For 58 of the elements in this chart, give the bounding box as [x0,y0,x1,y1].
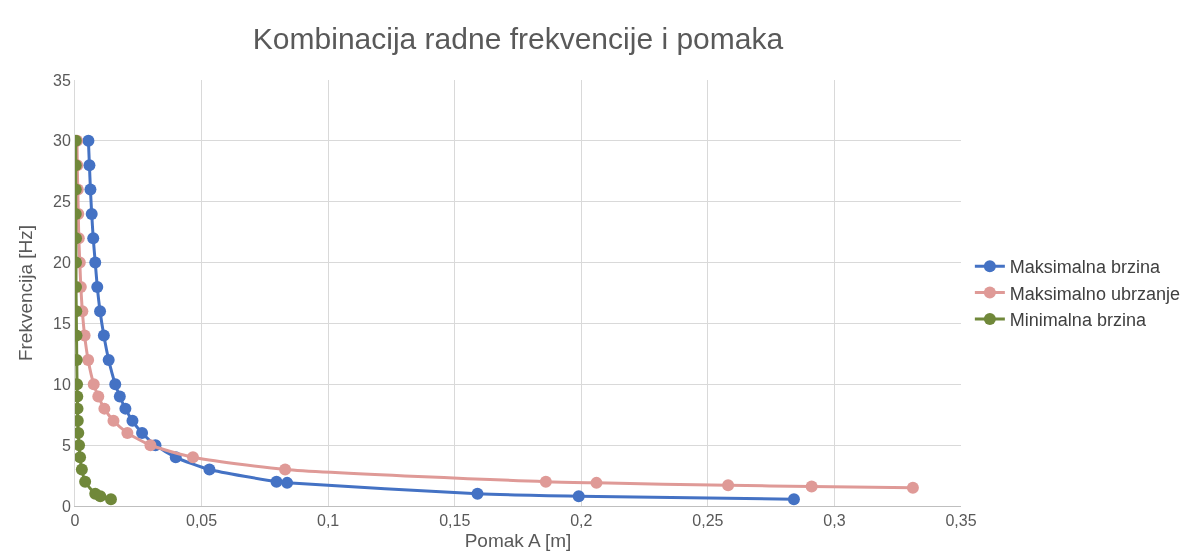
point [281,476,294,489]
point [144,439,157,452]
point [203,463,216,476]
point [83,159,96,172]
point [906,481,919,494]
point [270,475,283,488]
point [805,480,818,493]
point [471,487,484,500]
y-tick-label: 10 [53,375,71,393]
x-tick-label: 0,1 [317,512,340,530]
point [572,490,585,503]
point [91,280,104,293]
y-tick-label: 30 [53,132,71,150]
x-tick-label: 0,3 [823,512,846,530]
point [92,390,105,403]
point [136,426,149,439]
point [279,463,292,476]
y-tick-label: 0 [61,497,71,515]
x-tick-label: 0,25 [692,512,724,530]
y-axis-title: Frekvencija [Hz] [14,224,36,362]
point [113,390,126,403]
point [97,329,110,342]
legend-label: Maksimalna brzina [1009,257,1161,278]
y-tick-label: 35 [53,71,71,89]
point [87,232,100,245]
point [126,414,139,427]
point [85,207,98,220]
legend-label: Minimalna brzina [1009,310,1147,331]
point [590,476,603,489]
point [98,402,111,415]
legend-label: Maksimalno ubrzanje [1009,283,1180,304]
point [186,451,199,464]
point [84,183,97,196]
point [89,256,102,269]
point [75,426,85,439]
x-axis-title: Pomak A [m] [464,530,572,551]
x-tick-label: 0,35 [945,512,977,530]
point [94,305,107,318]
point [787,493,800,506]
y-tick-label: 25 [53,193,71,211]
point [539,475,552,488]
point [87,378,100,391]
point [107,414,120,427]
y-tick-label: 15 [53,315,71,333]
point [82,134,95,147]
point [75,439,86,452]
point [722,479,735,492]
point [82,353,95,366]
y-tick-label: 5 [61,436,71,454]
point [119,402,132,415]
y-tick-label: 20 [53,254,71,272]
chart-title: Kombinacija radne frekvencije i pomaka [252,22,784,55]
point [102,353,115,366]
x-tick-label: 0,05 [186,512,218,530]
x-tick-label: 0,15 [439,512,471,530]
point [109,378,122,391]
x-tick-label: 0,2 [570,512,593,530]
point [121,426,134,439]
